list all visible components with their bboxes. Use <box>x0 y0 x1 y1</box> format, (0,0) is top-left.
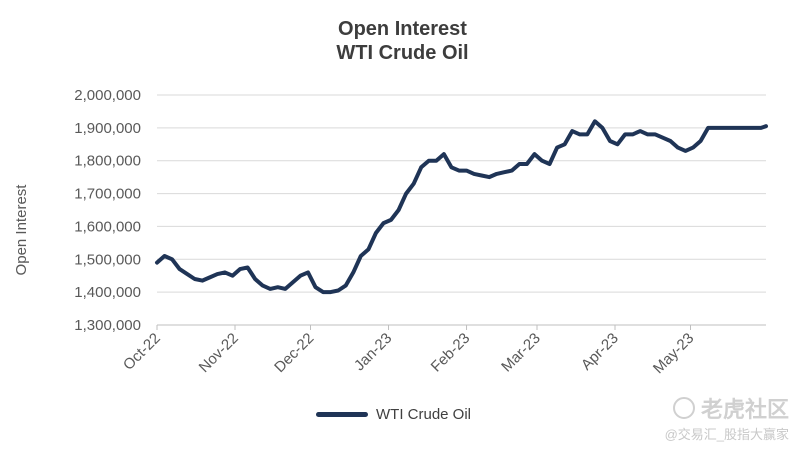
tiger-logo-icon <box>672 397 695 419</box>
y-axis-ticks: 1,300,000 1,400,000 1,500,000 1,600,000 1,70… <box>74 87 141 334</box>
y-tick-label: 1,300,000 <box>74 317 141 334</box>
x-tick-label: Feb-23 <box>428 330 474 376</box>
gridlines <box>157 94 766 326</box>
x-tick-label: Oct-22 <box>120 330 164 374</box>
y-axis-label: Open Interest <box>13 184 30 276</box>
legend: WTI Crude Oil <box>316 406 471 423</box>
y-tick-label: 1,500,000 <box>74 251 141 268</box>
y-tick-label: 1,900,000 <box>74 120 141 137</box>
x-tick-label: Mar-23 <box>498 330 544 376</box>
x-tick-label: May-23 <box>650 330 697 377</box>
x-tick-label: Jan-23 <box>351 330 395 374</box>
x-tick-label: Apr-23 <box>578 330 622 374</box>
y-tick-label: 1,800,000 <box>74 153 141 170</box>
watermark-brand-text: 老虎社区 <box>700 397 789 422</box>
y-tick-label: 1,400,000 <box>74 284 141 301</box>
x-tick-label: Dec-22 <box>271 330 317 376</box>
chart-title: Open Interest <box>338 18 467 40</box>
legend-label: WTI Crude Oil <box>376 406 472 423</box>
y-tick-label: 1,700,000 <box>74 186 141 203</box>
x-axis-ticks: Oct-22 Nov-22 Dec-22 Jan-23 Feb-23 Mar-23 Apr-… <box>120 325 697 377</box>
y-tick-label: 1,600,000 <box>74 218 141 235</box>
chart-subtitle: WTI Crude Oil <box>336 42 469 64</box>
watermark-handle: @交易汇_股指大赢家 <box>664 427 789 442</box>
series-line-wti-crude-oil <box>155 119 768 295</box>
y-tick-label: 2,000,000 <box>74 87 141 104</box>
x-tick-label: Nov-22 <box>196 330 242 376</box>
plot-area <box>155 119 768 295</box>
legend-swatch <box>316 412 368 417</box>
watermark-brand: 老虎社区 <box>672 392 789 424</box>
